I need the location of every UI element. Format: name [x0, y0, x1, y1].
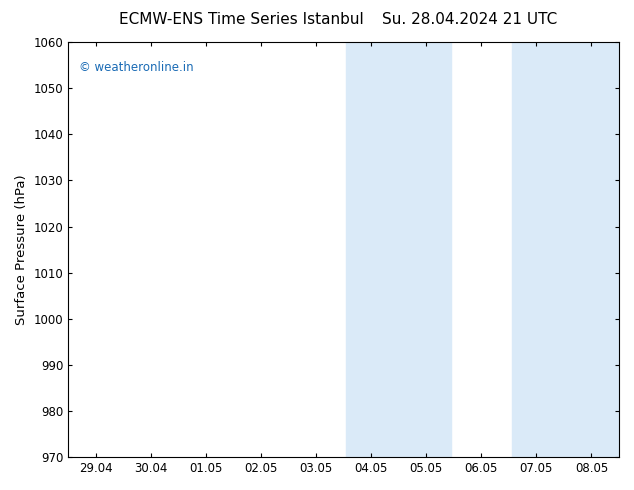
Bar [512, 42, 619, 457]
Text: Su. 28.04.2024 21 UTC: Su. 28.04.2024 21 UTC [382, 12, 557, 27]
Text: ECMW-ENS Time Series Istanbul: ECMW-ENS Time Series Istanbul [119, 12, 363, 27]
Y-axis label: Surface Pressure (hPa): Surface Pressure (hPa) [15, 174, 28, 325]
Bar [346, 42, 451, 457]
Text: © weatheronline.in: © weatheronline.in [79, 61, 194, 74]
